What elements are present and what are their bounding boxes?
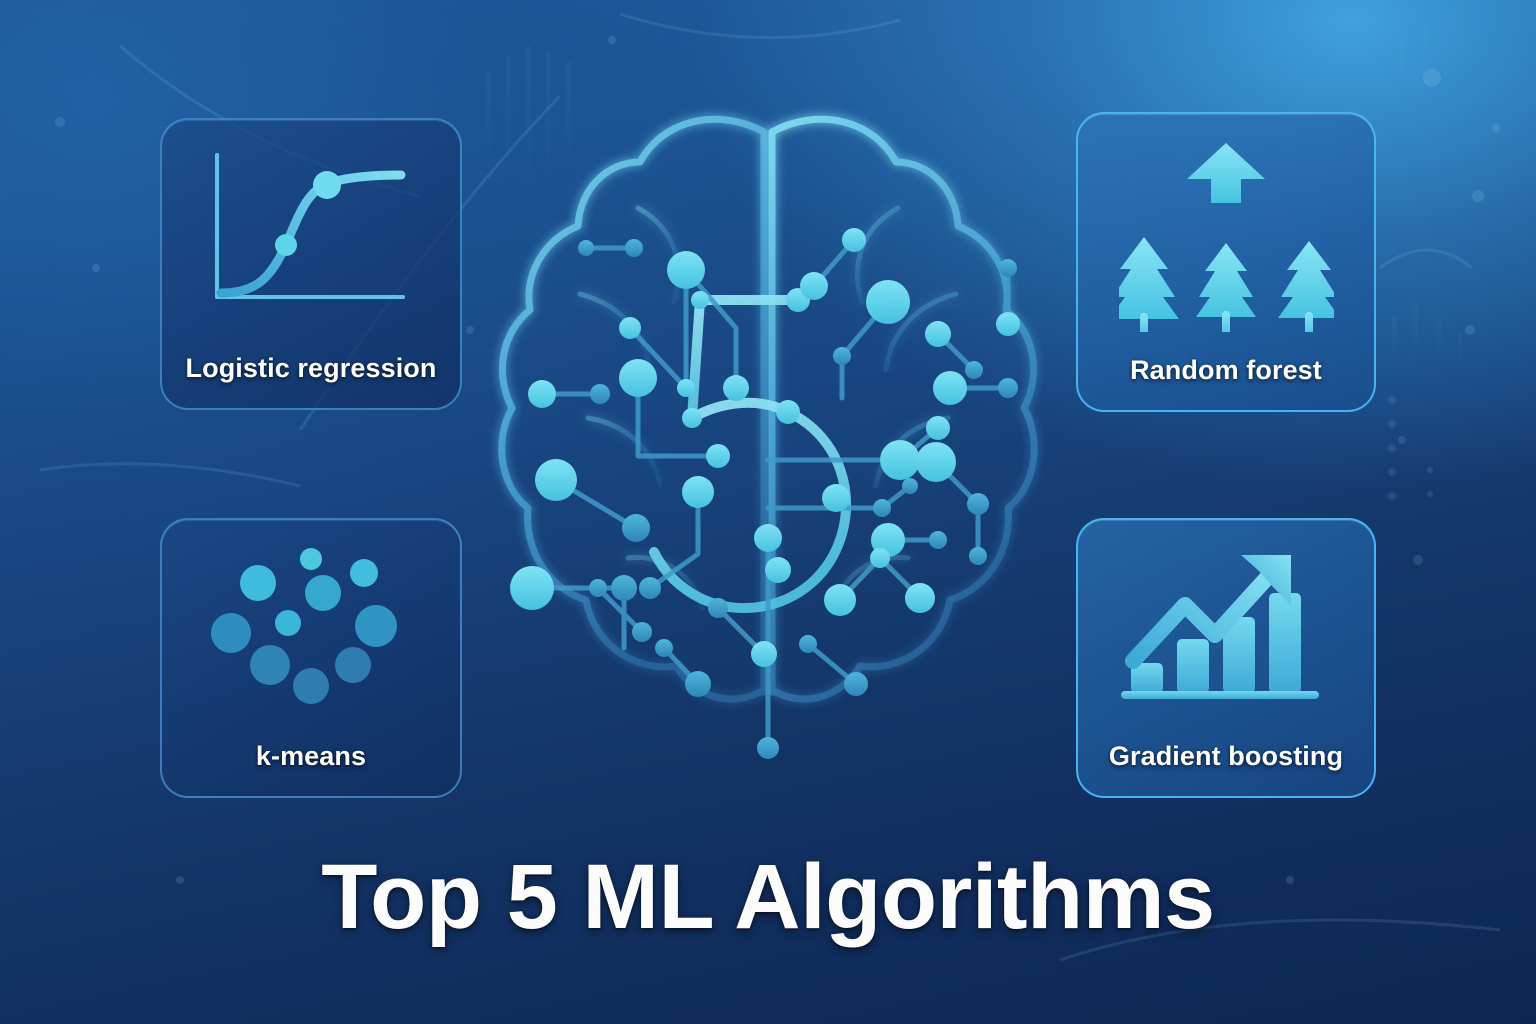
chart-axes <box>215 152 405 299</box>
sigmoid-marker-1 <box>275 233 297 256</box>
card-random-forest[interactable]: Random forest <box>1076 112 1376 412</box>
pine-tree-center <box>1195 243 1256 332</box>
pine-tree-right <box>1277 241 1334 332</box>
ai-brain-figure <box>468 88 1068 768</box>
brain-circuit-svg <box>498 115 1038 759</box>
card-label-gradient-boosting: Gradient boosting <box>1108 741 1344 771</box>
circuit-nodes <box>510 228 1020 759</box>
scatter-cluster-svg <box>211 548 397 704</box>
sigmoid-marker-2 <box>313 170 341 199</box>
card-logistic-regression[interactable]: Logistic regression <box>160 118 462 410</box>
card-label-random-forest: Random forest <box>1130 355 1322 385</box>
scatter-points <box>211 548 397 704</box>
sigmoid-line <box>216 170 406 297</box>
arrow-head <box>1240 555 1291 605</box>
chart-baseline <box>1120 691 1319 699</box>
tree-connectors <box>1140 195 1312 253</box>
trend-arrow <box>1124 561 1283 669</box>
bar-series <box>1130 593 1301 693</box>
faint-bar-marks-right <box>1392 24 1462 368</box>
faint-dotted-column <box>1388 396 1433 500</box>
brain-outline <box>498 115 1038 703</box>
page-title: Top 5 ML Algorithms <box>321 846 1215 948</box>
scatter-cluster-icon <box>162 520 460 741</box>
card-label-k-means: k-means <box>255 741 367 771</box>
sigmoid-curve-svg <box>215 152 406 299</box>
card-gradient-boosting[interactable]: Gradient boosting <box>1076 518 1376 798</box>
sigmoid-curve-icon <box>162 120 460 353</box>
root-arrow-up-icon <box>1186 143 1265 203</box>
card-label-logistic-regression: Logistic regression <box>185 353 437 383</box>
card-k-means[interactable]: k-means <box>160 518 462 798</box>
decision-tree-forest-icon <box>1078 114 1374 355</box>
pine-tree-left <box>1118 237 1179 332</box>
forest-diagram-svg <box>1118 143 1334 332</box>
boosting-chart-svg <box>1120 555 1319 699</box>
rising-bar-arrow-icon <box>1078 520 1374 741</box>
